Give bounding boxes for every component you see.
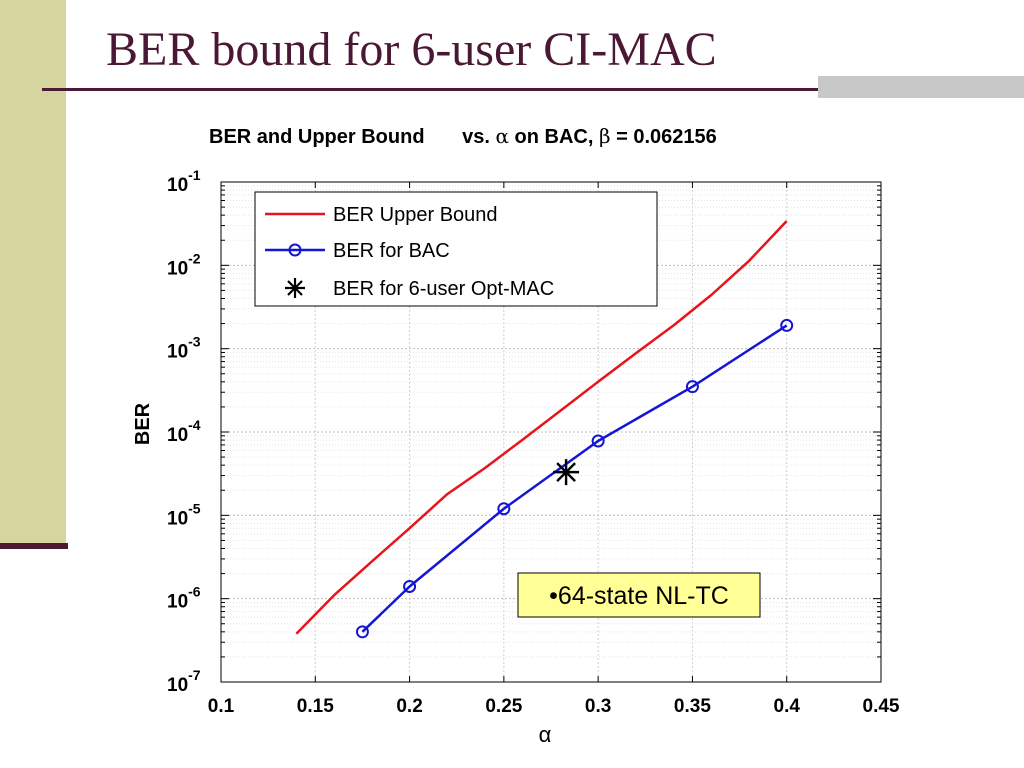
y-tick-label-exponent: -6 [188, 584, 201, 600]
title-accent-block [818, 76, 1024, 98]
series-line-0 [295, 220, 788, 635]
tick-layer: 0.1 0.15 0.2 0.25 0.3 0.35 0.4 0.4510-110-210-3… [167, 167, 900, 717]
data-point-opt-mac [553, 459, 580, 486]
series-layer [295, 220, 794, 639]
y-tick-label: 10-2 [167, 250, 201, 279]
x-tick-label: 0.4 [774, 696, 801, 717]
x-axis-label: α [539, 722, 552, 747]
chart-title-part: vs. [462, 126, 495, 148]
y-tick-label-base: 10 [167, 508, 188, 529]
y-tick-label-exponent: -4 [188, 417, 201, 433]
y-axis-label: BER [132, 402, 154, 445]
x-tick-label: 0.1 [208, 696, 235, 717]
y-tick-label-exponent: -5 [188, 500, 201, 516]
legend-marker-bac [288, 243, 302, 257]
data-point-bac [355, 625, 369, 639]
y-tick-label-base: 10 [167, 592, 188, 613]
legend-label-opt-mac: BER for 6-user Opt-MAC [333, 278, 554, 300]
chart-title-part: on BAC, [515, 126, 599, 148]
x-tick-label: 0.2 [396, 696, 422, 717]
chart-title: BER and Upper Bound vs. α on BAC, β = 0.… [209, 124, 717, 148]
annotation-note: •64-state NL-TC [517, 572, 761, 618]
data-point-bac [497, 502, 511, 516]
x-tick-label: 0.15 [297, 696, 334, 717]
data-point-bac [780, 318, 794, 332]
slide-title: BER bound for 6-user CI-MAC [106, 23, 717, 76]
chart-panel: 0.1 0.15 0.2 0.25 0.3 0.35 0.4 0.45 10-1 10-2 10-3… [109, 116, 957, 752]
y-tick-label-base: 10 [167, 675, 188, 696]
y-tick-label-base: 10 [167, 258, 188, 279]
chart-title-alpha: α [495, 124, 509, 148]
legend-label-bac: BER for BAC [333, 240, 450, 262]
y-tick-label-base: 10 [167, 175, 188, 196]
asterisk-stroke [556, 462, 576, 482]
series-line-1 [361, 324, 788, 633]
sidebar-accent-bar [0, 543, 68, 549]
data-point-bac [403, 579, 417, 593]
x-tick-label: 0.35 [674, 696, 711, 717]
y-tick-label: 10-4 [167, 417, 201, 446]
chart-title-part: = 0.062156 [616, 126, 717, 148]
y-tick-label-exponent: -7 [188, 667, 201, 683]
y-tick-label-exponent: -2 [188, 250, 201, 266]
annotation-text: •64-state NL-TC [549, 582, 729, 610]
data-point-bac [591, 434, 605, 448]
data-point-bac [685, 380, 699, 394]
legend-marker-opt-mac [285, 278, 305, 298]
y-tick-label: 10-6 [167, 584, 201, 613]
y-tick-label: 10-1 [167, 167, 201, 196]
sidebar-accent [0, 0, 66, 545]
x-tick-label: 0.45 [863, 696, 900, 717]
legend-label-upper-bound: BER Upper Bound [333, 204, 498, 226]
legend: BER Upper Bound BER for BAC BER for 6-us… [254, 191, 658, 307]
y-tick-label: 10-7 [167, 667, 201, 696]
y-tick-label-base: 10 [167, 425, 188, 446]
ber-chart: 0.1 0.15 0.2 0.25 0.3 0.35 0.4 0.4510-110-210-3… [132, 124, 900, 747]
x-tick-label: 0.25 [485, 696, 522, 717]
y-tick-label: 10-3 [167, 334, 201, 363]
annotation-box [517, 572, 761, 618]
y-tick-label-exponent: -3 [188, 334, 201, 350]
title-rule [42, 88, 974, 91]
y-tick-label-exponent: -1 [188, 167, 201, 183]
y-tick-label: 10-5 [167, 500, 201, 529]
y-tick-label-base: 10 [167, 342, 188, 363]
chart-title-part: BER and Upper Bound [209, 126, 425, 148]
chart-title-beta: β [599, 124, 611, 148]
x-tick-label: 0.3 [585, 696, 611, 717]
